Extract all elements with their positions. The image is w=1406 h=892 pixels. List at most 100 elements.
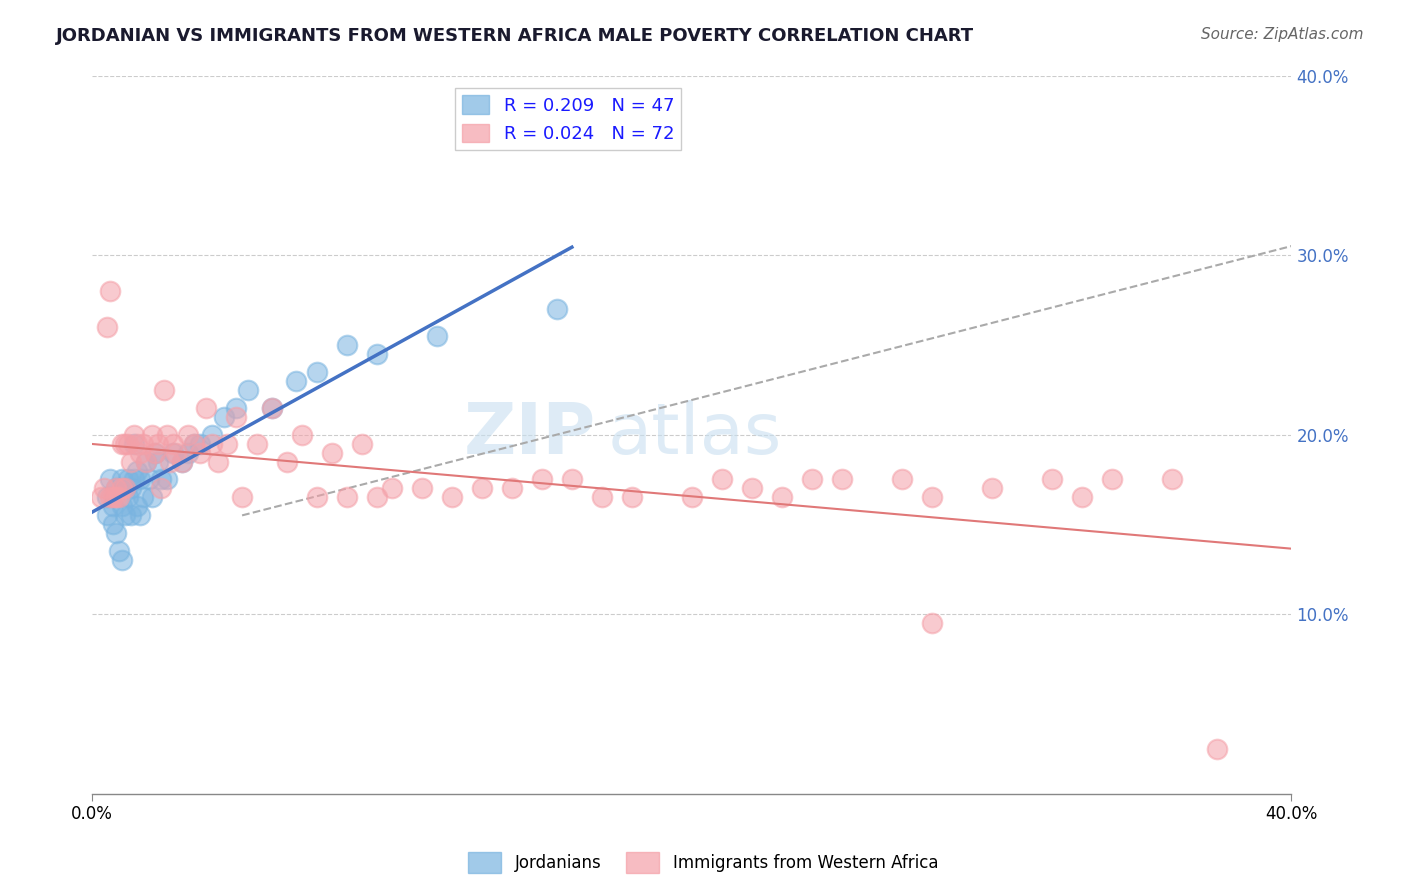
Point	[336, 338, 359, 352]
Point	[681, 491, 703, 505]
Point	[141, 427, 163, 442]
Point	[96, 508, 118, 523]
Point	[156, 473, 179, 487]
Point	[177, 445, 200, 459]
Point	[183, 436, 205, 450]
Point	[1040, 473, 1063, 487]
Point	[276, 454, 298, 468]
Point	[285, 374, 308, 388]
Point	[172, 454, 194, 468]
Point	[225, 401, 247, 415]
Point	[105, 482, 128, 496]
Point	[177, 427, 200, 442]
Point	[831, 473, 853, 487]
Point	[127, 436, 149, 450]
Point	[117, 491, 139, 505]
Point	[143, 445, 166, 459]
Point	[96, 491, 118, 505]
Legend: R = 0.209   N = 47, R = 0.024   N = 72: R = 0.209 N = 47, R = 0.024 N = 72	[456, 88, 682, 151]
Point	[159, 454, 181, 468]
Point	[225, 409, 247, 424]
Point	[980, 482, 1002, 496]
Point	[111, 553, 134, 567]
Point	[741, 482, 763, 496]
Point	[143, 445, 166, 459]
Point	[207, 454, 229, 468]
Point	[800, 473, 823, 487]
Point	[183, 436, 205, 450]
Text: ZIP: ZIP	[464, 401, 596, 469]
Point	[501, 482, 523, 496]
Point	[440, 491, 463, 505]
Point	[129, 445, 152, 459]
Point	[890, 473, 912, 487]
Legend: Jordanians, Immigrants from Western Africa: Jordanians, Immigrants from Western Afri…	[461, 846, 945, 880]
Point	[105, 526, 128, 541]
Point	[231, 491, 253, 505]
Point	[246, 436, 269, 450]
Text: atlas: atlas	[607, 401, 782, 469]
Point	[236, 383, 259, 397]
Point	[381, 482, 404, 496]
Point	[114, 482, 136, 496]
Point	[366, 491, 388, 505]
Point	[117, 473, 139, 487]
Point	[96, 319, 118, 334]
Point	[127, 500, 149, 514]
Point	[366, 347, 388, 361]
Point	[620, 491, 643, 505]
Point	[212, 409, 235, 424]
Point	[153, 383, 176, 397]
Point	[141, 491, 163, 505]
Point	[146, 436, 169, 450]
Point	[114, 436, 136, 450]
Point	[122, 473, 145, 487]
Point	[111, 500, 134, 514]
Point	[132, 436, 155, 450]
Point	[108, 544, 131, 558]
Point	[321, 445, 343, 459]
Point	[561, 473, 583, 487]
Point	[172, 454, 194, 468]
Point	[135, 454, 157, 468]
Point	[98, 473, 121, 487]
Point	[1160, 473, 1182, 487]
Point	[217, 436, 239, 450]
Point	[710, 473, 733, 487]
Point	[262, 401, 284, 415]
Point	[591, 491, 613, 505]
Point	[111, 473, 134, 487]
Point	[135, 454, 157, 468]
Point	[122, 436, 145, 450]
Point	[165, 445, 187, 459]
Point	[111, 436, 134, 450]
Point	[530, 473, 553, 487]
Point	[291, 427, 314, 442]
Point	[132, 491, 155, 505]
Point	[162, 445, 184, 459]
Point	[150, 482, 173, 496]
Point	[921, 491, 943, 505]
Point	[162, 436, 184, 450]
Point	[770, 491, 793, 505]
Point	[201, 436, 224, 450]
Point	[129, 473, 152, 487]
Point	[546, 301, 568, 316]
Point	[195, 401, 218, 415]
Point	[105, 482, 128, 496]
Point	[129, 508, 152, 523]
Point	[146, 454, 169, 468]
Point	[156, 427, 179, 442]
Point	[201, 427, 224, 442]
Point	[122, 427, 145, 442]
Point	[305, 491, 328, 505]
Point	[117, 436, 139, 450]
Point	[108, 491, 131, 505]
Point	[120, 454, 142, 468]
Point	[93, 482, 115, 496]
Text: Source: ZipAtlas.com: Source: ZipAtlas.com	[1201, 27, 1364, 42]
Text: JORDANIAN VS IMMIGRANTS FROM WESTERN AFRICA MALE POVERTY CORRELATION CHART: JORDANIAN VS IMMIGRANTS FROM WESTERN AFR…	[56, 27, 974, 45]
Point	[120, 482, 142, 496]
Point	[127, 463, 149, 477]
Point	[105, 491, 128, 505]
